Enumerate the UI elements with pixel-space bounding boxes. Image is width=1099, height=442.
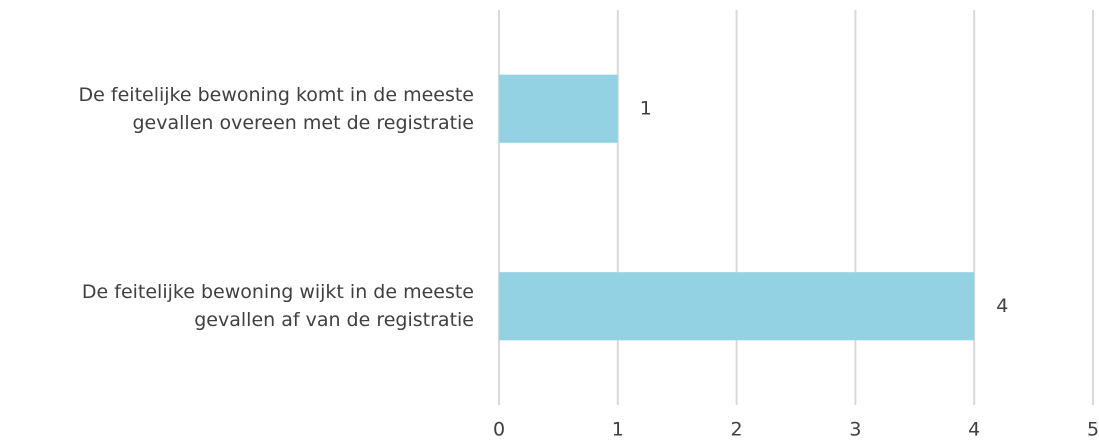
x-tick-label: 3 (849, 419, 861, 441)
y-tick-label: De feitelijke bewoning komt in de meeste… (78, 83, 474, 134)
x-tick-label: 2 (731, 419, 743, 441)
x-tick-label: 5 (1087, 419, 1099, 441)
bar (499, 272, 975, 341)
x-tick-label: 0 (493, 419, 505, 441)
data-label: 4 (996, 295, 1008, 317)
data-label: 1 (640, 97, 652, 119)
x-tick-label: 1 (612, 419, 624, 441)
y-tick-label: De feitelijke bewoning wijkt in de meest… (81, 281, 474, 332)
x-tick-label: 4 (968, 419, 980, 441)
bar (499, 74, 618, 143)
